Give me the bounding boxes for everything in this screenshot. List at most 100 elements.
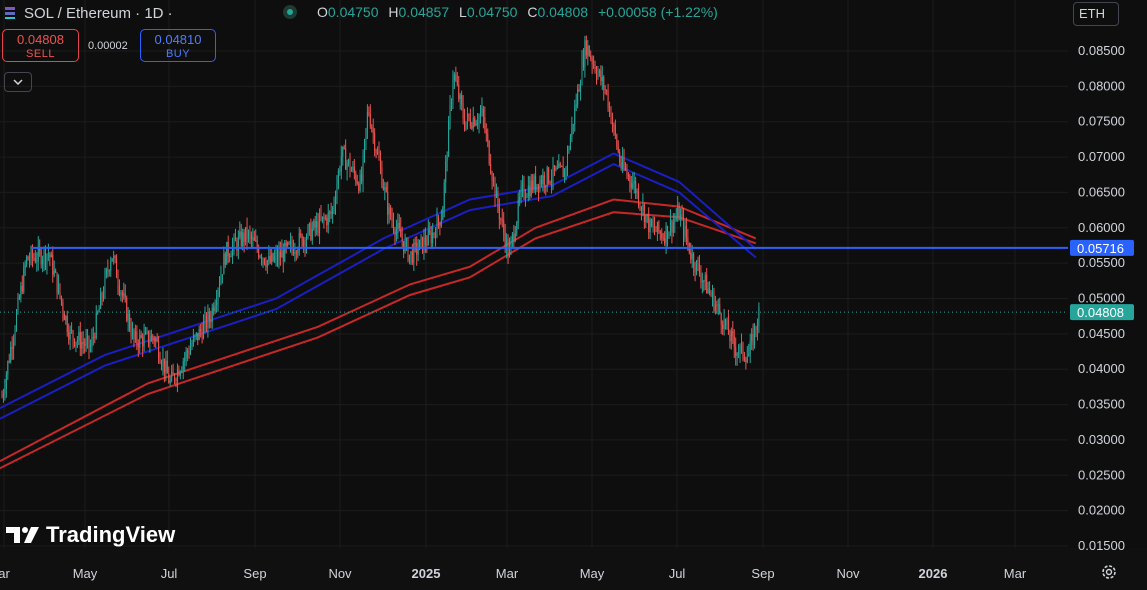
candle-body (239, 231, 241, 237)
candle-body (53, 270, 55, 275)
candle-body (314, 220, 316, 228)
candle-body (609, 107, 611, 109)
candle-body (195, 332, 197, 336)
candle-body (204, 315, 206, 323)
collapse-legend-button[interactable] (4, 72, 32, 92)
candle-body (511, 233, 513, 241)
candle-body (683, 216, 684, 236)
candle-body (404, 240, 406, 252)
candle-body (433, 233, 435, 235)
candle-body (269, 255, 271, 263)
candle-body (627, 175, 629, 177)
candle-body (510, 240, 512, 249)
candle-body (717, 304, 719, 306)
candle-body (413, 242, 415, 263)
gear-icon[interactable] (1100, 563, 1118, 581)
ohlc-readout: O0.04750 H0.04857 L0.04750 C0.04808 +0.0… (317, 4, 718, 20)
currency-selector[interactable]: ETH (1073, 2, 1119, 26)
candle-body (422, 236, 423, 253)
candle-body (451, 100, 452, 106)
candle-body (756, 325, 758, 330)
candle-body (424, 237, 426, 245)
candle-body (526, 196, 528, 198)
sell-button[interactable]: 0.04808 SELL (2, 29, 79, 62)
candle-body (340, 156, 342, 172)
candle-body (484, 117, 486, 130)
change-value: +0.00058 (+1.22%) (597, 4, 718, 20)
candle-body (224, 253, 226, 265)
candle-body (461, 95, 463, 105)
candle-body (7, 361, 9, 375)
candle-body (382, 186, 384, 190)
y-tick-label: 0.03000 (1078, 432, 1125, 447)
candle-body (645, 214, 647, 223)
candle-body (36, 260, 38, 263)
candle-body (208, 312, 210, 320)
candle-body (542, 175, 544, 185)
candle-body (45, 249, 46, 264)
candle-body (596, 71, 597, 78)
candle-body (114, 256, 116, 259)
candle-body (746, 356, 748, 363)
candle-body (145, 331, 147, 335)
candle-body (355, 173, 357, 182)
candle-body (497, 190, 499, 207)
candle-body (582, 59, 584, 68)
candle-body (240, 231, 242, 246)
buy-button[interactable]: 0.04810 BUY (140, 29, 216, 62)
candle-body (529, 185, 531, 197)
candle-body (49, 253, 51, 258)
candle-body (748, 354, 750, 357)
candle-body (327, 212, 329, 226)
candle-body (349, 159, 351, 172)
candle-body (104, 274, 106, 295)
candle-body (203, 322, 205, 339)
candle-body (591, 58, 593, 64)
candle-body (120, 292, 122, 294)
candle-body (192, 336, 194, 345)
candle-body (174, 374, 176, 381)
candle-body (640, 207, 642, 210)
candle-body (17, 297, 19, 313)
x-tick-label: Jul (669, 566, 686, 581)
candle-body (79, 331, 81, 349)
candle-body (458, 84, 460, 100)
candle-body (456, 80, 458, 85)
candle-body (47, 253, 49, 255)
candle-body (105, 269, 107, 275)
close-value: 0.04808 (537, 4, 589, 20)
candle-body (437, 216, 439, 223)
candle-body (40, 250, 42, 265)
candle-body (298, 233, 300, 250)
candle-body (91, 337, 93, 347)
y-tick-label: 0.08000 (1078, 78, 1125, 93)
candle-body (452, 80, 454, 101)
candle-body (538, 184, 539, 191)
candle-body (292, 247, 294, 255)
market-status-icon[interactable] (283, 5, 297, 19)
candle-body (485, 129, 487, 134)
candle-body (16, 312, 17, 330)
candle-body (191, 344, 193, 348)
candle-body (691, 253, 693, 260)
candle-body (535, 175, 537, 190)
candle-body (406, 239, 408, 241)
candle-body (147, 331, 149, 344)
candle-body (30, 249, 32, 261)
chart-title[interactable]: SOL / Ethereum · 1D · (24, 4, 173, 22)
red-band-line (0, 211, 757, 470)
candle-body (1, 396, 3, 398)
candle-body (536, 184, 538, 190)
candle-body (580, 84, 582, 92)
candle-body (432, 233, 434, 243)
candle-body (568, 149, 570, 151)
candle-body (516, 222, 518, 234)
blue-band-line (0, 152, 757, 409)
candle-body (266, 260, 268, 268)
candle-body (417, 249, 419, 255)
candle-body (480, 113, 481, 116)
candle-body (726, 319, 728, 326)
candle-body (310, 223, 312, 240)
